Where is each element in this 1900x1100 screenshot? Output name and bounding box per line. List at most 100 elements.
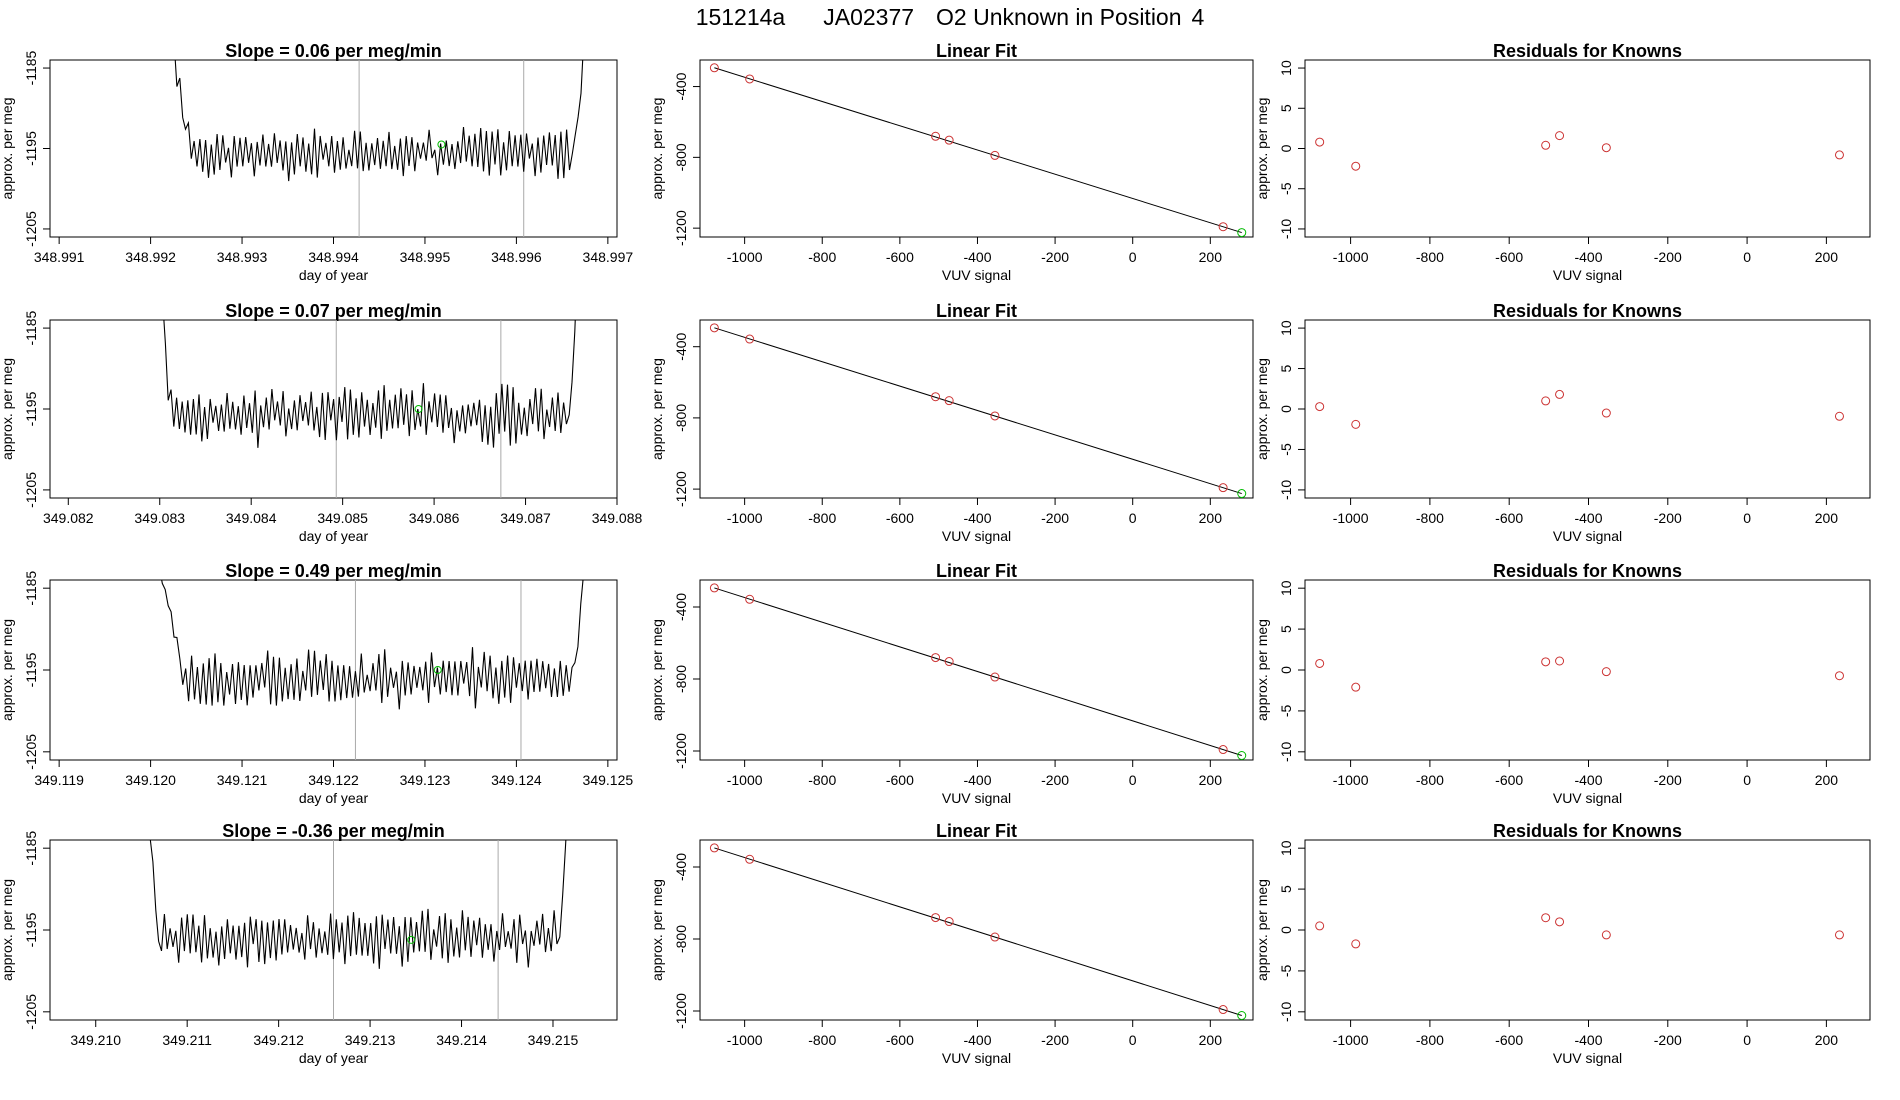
unknown-marker bbox=[433, 666, 442, 674]
known-point bbox=[931, 913, 941, 923]
y-tick-label: 0 bbox=[1278, 405, 1294, 413]
slope-title-prefix: Slope = bbox=[225, 41, 295, 61]
slope-title: Slope = 0.49 per meg/min bbox=[225, 561, 442, 581]
x-tick-label: -400 bbox=[963, 1032, 991, 1048]
plot-area bbox=[709, 583, 1247, 760]
x-axis-label: day of year bbox=[299, 1050, 369, 1066]
x-tick-label: -600 bbox=[886, 249, 914, 265]
known-point bbox=[931, 131, 941, 141]
x-tick-label: -800 bbox=[1416, 510, 1444, 526]
y-axis-label: approx. per meg bbox=[649, 879, 665, 981]
x-axis-label: VUV signal bbox=[1553, 790, 1622, 806]
y-tick-label: -10 bbox=[1278, 741, 1294, 761]
figure-position: 4 bbox=[1192, 4, 1205, 30]
fit-panel-row-4: Linear Fit -1000 -800 -600 -400 -200 0 200 VUV s… bbox=[649, 821, 1254, 1066]
fit-panel-row-2: Linear Fit -1000 -800 -600 -400 -200 0 200 VUV s… bbox=[649, 301, 1254, 544]
timeseries-panel-row-2: Slope = 0.07 per meg/min 349.082 349.083 34… bbox=[0, 301, 643, 544]
fit-line bbox=[714, 587, 1242, 756]
plot-frame bbox=[699, 839, 1254, 1021]
residual-point bbox=[1315, 921, 1325, 931]
known-point bbox=[745, 74, 755, 84]
y-axis-label: approx. per meg bbox=[0, 879, 15, 981]
y-tick-label: -10 bbox=[1278, 219, 1294, 239]
known-point bbox=[745, 594, 755, 604]
unknown-marker bbox=[414, 405, 423, 413]
y-tick-label: -1200 bbox=[673, 210, 689, 246]
trace-line bbox=[174, 60, 584, 182]
known-point bbox=[745, 854, 755, 864]
plot-area bbox=[174, 60, 584, 237]
x-tick-label: -200 bbox=[1654, 1032, 1682, 1048]
x-tick-label: -200 bbox=[1041, 249, 1069, 265]
x-tick-label: -1000 bbox=[1333, 772, 1369, 788]
plot-area bbox=[1315, 913, 1844, 949]
x-tick-label: -1000 bbox=[1333, 1032, 1369, 1048]
slope-title-suffix: per meg/min bbox=[330, 561, 442, 581]
y-tick-label: -5 bbox=[1278, 704, 1294, 717]
x-tick-label: 349.212 bbox=[253, 1032, 304, 1048]
x-tick-label: -600 bbox=[1495, 772, 1523, 788]
x-tick-label: 200 bbox=[1199, 772, 1223, 788]
y-tick-label: -1195 bbox=[23, 391, 39, 426]
x-tick-label: 349.210 bbox=[70, 1032, 121, 1048]
y-axis-label: approx. per meg bbox=[1254, 619, 1270, 721]
trace-line bbox=[163, 320, 576, 448]
y-tick-label: 5 bbox=[1278, 364, 1294, 372]
known-point bbox=[709, 323, 719, 333]
x-axis-label: VUV signal bbox=[942, 528, 1011, 544]
residual-point bbox=[1601, 408, 1611, 418]
y-tick-label: -5 bbox=[1278, 964, 1294, 977]
residual-point bbox=[1601, 667, 1611, 677]
residual-point bbox=[1351, 419, 1361, 429]
y-tick-label: -1185 bbox=[23, 311, 39, 346]
y-tick-label: -400 bbox=[673, 72, 689, 100]
x-tick-label: 349.121 bbox=[217, 772, 268, 788]
known-point bbox=[990, 411, 1000, 421]
x-tick-label: -400 bbox=[1574, 1032, 1602, 1048]
y-tick-label: -400 bbox=[673, 853, 689, 881]
x-tick-label: 349.211 bbox=[162, 1032, 212, 1048]
y-axis-label: approx. per meg bbox=[0, 358, 15, 460]
y-tick-label: -800 bbox=[673, 665, 689, 693]
x-tick-label: -600 bbox=[886, 772, 914, 788]
trace-line bbox=[161, 580, 584, 710]
x-axis-label: VUV signal bbox=[942, 1050, 1011, 1066]
y-tick-label: 10 bbox=[1278, 320, 1294, 336]
y-tick-label: -1205 bbox=[23, 211, 39, 247]
unknown-marker bbox=[407, 935, 416, 944]
y-tick-label: -1200 bbox=[673, 733, 689, 769]
x-tick-label: 348.993 bbox=[217, 249, 268, 265]
slope-title: Slope = 0.07 per meg/min bbox=[225, 301, 442, 321]
y-tick-label: -5 bbox=[1278, 182, 1294, 195]
x-tick-label: 0 bbox=[1129, 1032, 1137, 1048]
x-tick-label: 349.215 bbox=[528, 1032, 579, 1048]
x-tick-label: -800 bbox=[808, 772, 836, 788]
plot-area bbox=[1315, 389, 1844, 429]
x-tick-label: -200 bbox=[1041, 510, 1069, 526]
figure-description: O2 Unknown in Position bbox=[936, 4, 1181, 30]
fit-line bbox=[714, 67, 1242, 234]
x-tick-label: -400 bbox=[1574, 772, 1602, 788]
unknown-marker bbox=[437, 140, 446, 149]
x-tick-label: -1000 bbox=[727, 249, 763, 265]
fit-line bbox=[714, 847, 1242, 1016]
plot-area bbox=[163, 320, 576, 498]
y-tick-label: -800 bbox=[673, 143, 689, 171]
slope-title-prefix: Slope = bbox=[225, 301, 295, 321]
residual-point bbox=[1555, 656, 1565, 666]
y-tick-label: -400 bbox=[673, 593, 689, 621]
x-tick-label: 200 bbox=[1199, 510, 1223, 526]
x-tick-label: 349.083 bbox=[134, 510, 185, 526]
known-point bbox=[1218, 222, 1228, 232]
figure-tank-id: JA02377 bbox=[823, 4, 914, 30]
slope-title-suffix: per meg/min bbox=[333, 821, 445, 841]
y-axis-label: approx. per meg bbox=[1254, 98, 1270, 200]
residual-point bbox=[1351, 939, 1361, 949]
x-tick-label: 348.997 bbox=[583, 249, 634, 265]
x-tick-label: -1000 bbox=[1333, 249, 1369, 265]
plot-frame bbox=[1304, 59, 1871, 238]
fit-line bbox=[714, 327, 1242, 495]
x-tick-label: 0 bbox=[1743, 772, 1751, 788]
plot-area bbox=[709, 323, 1247, 498]
x-tick-label: -800 bbox=[1416, 1032, 1444, 1048]
